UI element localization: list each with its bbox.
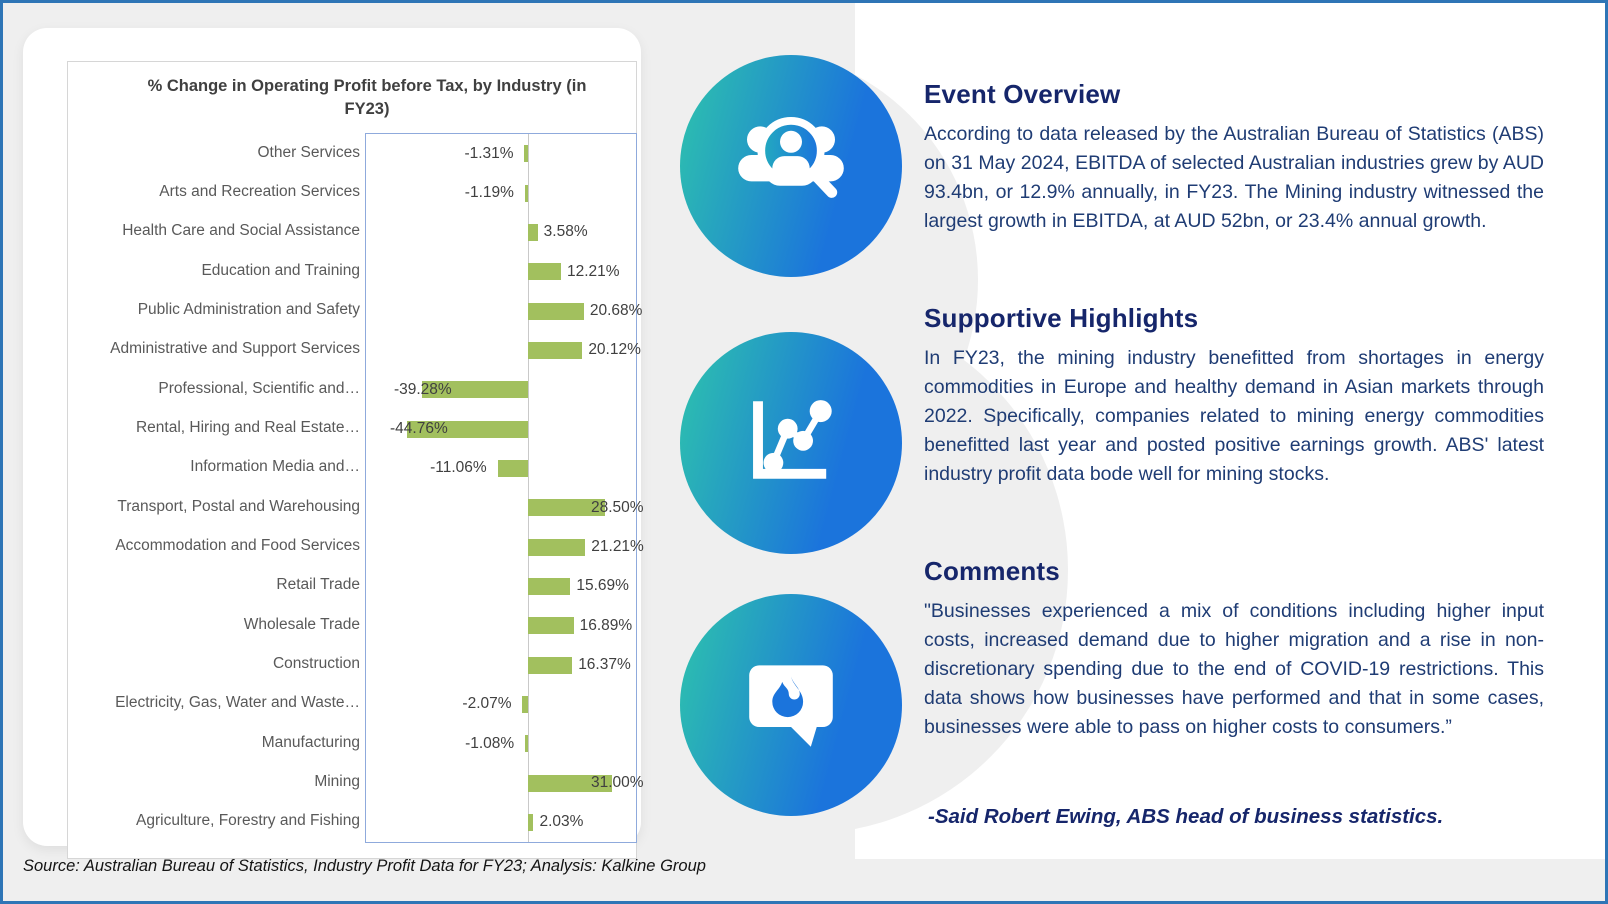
bar — [528, 774, 612, 792]
value-label: 15.69% — [576, 577, 629, 595]
section-event-overview: Event Overview According to data release… — [924, 79, 1544, 236]
bar — [498, 459, 528, 477]
category-label: Agriculture, Forestry and Fishing — [136, 812, 360, 830]
category-labels: Other Services Arts and Recreation Servic… — [74, 133, 360, 841]
section-title: Comments — [924, 556, 1060, 586]
people-search-icon — [738, 117, 844, 198]
section-supportive-highlights: Supportive Highlights In FY23, the minin… — [924, 303, 1544, 489]
value-label: 12.21% — [566, 262, 620, 280]
value-label: 20.68% — [589, 302, 643, 319]
category-label: Transport, Postal and Warehousing — [117, 497, 360, 515]
category-label: Arts and Recreation Services — [159, 182, 360, 200]
chart-frame: % Change in Operating Profit before Tax,… — [67, 61, 644, 859]
chart-card: % Change in Operating Profit before Tax,… — [23, 28, 644, 859]
supportive-highlights-badge — [680, 332, 902, 554]
bar — [528, 223, 538, 241]
line-chart-icon — [753, 400, 832, 479]
chart-title: % Change in Operating Profit before Tax,… — [147, 77, 587, 118]
category-label: Education and Training — [201, 261, 360, 279]
category-label: Wholesale Trade — [243, 615, 360, 633]
section-body: "Businesses experienced a mix of conditi… — [924, 600, 1544, 738]
value-label: 28.50% — [591, 498, 644, 516]
section-title: Supportive Highlights — [924, 303, 1199, 333]
value-label: 16.89% — [579, 616, 633, 634]
section-comments: Comments "Businesses experienced a mix o… — [924, 556, 1544, 742]
value-label: -1.19% — [464, 184, 514, 201]
category-label: Construction — [272, 654, 360, 672]
bar — [528, 341, 583, 359]
category-label: Electricity, Gas, Water and Waste… — [115, 694, 360, 712]
bar — [528, 577, 571, 595]
value-label: 3.58% — [543, 223, 588, 241]
category-label: Public Administration and Safety — [137, 300, 360, 318]
section-body: According to data released by the Austra… — [924, 123, 1544, 232]
category-label: Accommodation and Food Services — [115, 536, 360, 554]
bar — [528, 302, 584, 320]
bar — [421, 381, 528, 399]
category-label: Manufacturing — [261, 733, 360, 751]
source-note: Source: Australian Bureau of Statistics,… — [23, 857, 706, 875]
category-label: Health Care and Social Assistance — [122, 222, 360, 240]
bar — [524, 145, 528, 163]
category-label: Mining — [314, 772, 360, 790]
category-label: Information Media and… — [190, 458, 360, 476]
value-label: -11.06% — [430, 459, 487, 477]
value-label: 16.37% — [578, 656, 631, 673]
plot-area: -1.31% -1.19% 3.58% 12.21% 20.68% 20.12% -39.2… — [365, 133, 644, 843]
bar — [528, 499, 605, 517]
value-label: -1.08% — [465, 734, 515, 752]
value-label: 2.03% — [539, 813, 584, 831]
right-panel — [855, 3, 1605, 859]
chat-flame-icon — [749, 665, 833, 747]
bar — [522, 695, 528, 713]
bar — [525, 735, 528, 753]
bar — [524, 184, 528, 202]
value-label: -2.07% — [462, 695, 512, 713]
category-label: Other Services — [257, 143, 360, 161]
value-label: -44.76% — [390, 420, 448, 437]
comments-attribution: -Said Robert Ewing, ABS head of business… — [928, 805, 1444, 828]
value-label: -39.28% — [393, 380, 452, 398]
comments-badge — [680, 594, 902, 816]
value-label: 21.21% — [591, 538, 644, 555]
bar — [528, 813, 534, 831]
value-label: 31.00% — [591, 774, 644, 791]
category-label: Retail Trade — [276, 576, 360, 594]
bar — [528, 538, 586, 556]
event-overview-badge — [680, 55, 902, 277]
bar — [528, 617, 574, 635]
category-label: Professional, Scientific and… — [158, 379, 360, 397]
category-label: Administrative and Support Services — [110, 340, 360, 358]
category-label: Rental, Hiring and Real Estate… — [135, 418, 360, 436]
section-body: In FY23, the mining industry benefitted … — [924, 347, 1544, 485]
value-label: 20.12% — [588, 341, 641, 359]
bar — [407, 420, 528, 438]
bar — [528, 263, 561, 281]
section-title: Event Overview — [924, 79, 1121, 109]
value-label: -1.31% — [464, 144, 514, 162]
zero-axis-line — [528, 134, 529, 842]
bar — [528, 656, 573, 674]
